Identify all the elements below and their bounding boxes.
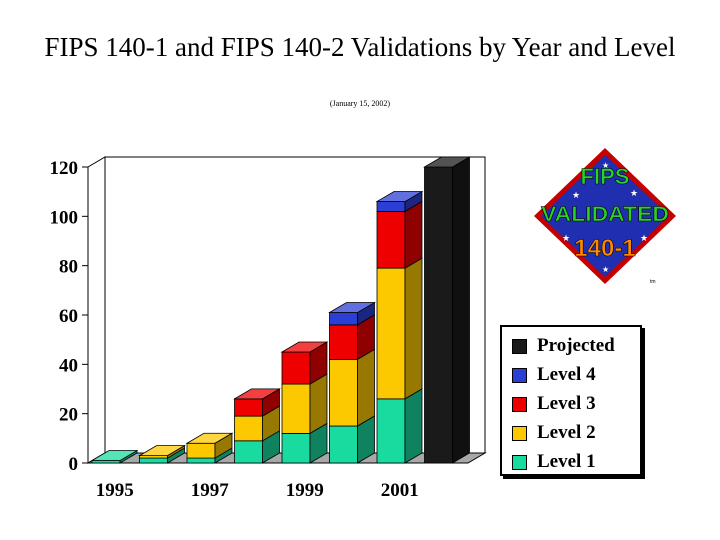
- bar-level-3-1998: [234, 398, 263, 417]
- bar-stack-2001: [375, 190, 424, 464]
- bar-side-level-3-2001: [404, 200, 423, 269]
- bar-top-1997: [185, 432, 234, 444]
- bar-side-projected-2002: [452, 156, 470, 464]
- bar-level-4-2001: [376, 201, 406, 212]
- svg-text:★: ★: [572, 191, 580, 201]
- x-tick-label: 1997: [191, 480, 230, 501]
- legend-label-level-2: Level 2: [537, 422, 596, 443]
- bar-stack-1999: [280, 341, 329, 464]
- legend-label-level-3: Level 3: [537, 393, 596, 414]
- badge-inner-diamond: [541, 155, 669, 277]
- y-tick-label: 100: [50, 207, 79, 228]
- bar-level-1-1998: [234, 440, 263, 464]
- bar-top-1998: [233, 388, 281, 400]
- bar-level-2-1999: [281, 383, 311, 434]
- bar-level-1-2001: [376, 398, 406, 464]
- bar-level-3-1999: [281, 351, 311, 385]
- legend-item-level-1: Level 1: [512, 449, 596, 475]
- y-tick-label: 20: [59, 405, 78, 426]
- bar-level-1-1997: [186, 457, 216, 464]
- legend-swatch-projected: [512, 338, 527, 354]
- svg-text:★: ★: [602, 161, 609, 170]
- y-tick-label: 60: [59, 306, 78, 327]
- svg-text:★: ★: [602, 265, 609, 274]
- bar-level-3-2001: [376, 210, 406, 269]
- chart-left-wall: [87, 156, 106, 464]
- x-tick-label: 1995: [96, 480, 134, 501]
- legend-label-projected: Projected: [537, 335, 615, 356]
- bar-stack-1995: [90, 449, 139, 464]
- badge-text-validated: VALIDATED: [541, 203, 669, 226]
- bar-stack-1996: [138, 444, 186, 464]
- chart-subtitle: (January 15, 2002): [329, 99, 391, 108]
- legend-label-level-4: Level 4: [537, 364, 596, 385]
- legend-swatch-level-4: [512, 367, 527, 383]
- y-tick-label: 80: [59, 257, 78, 278]
- bar-stack-2000: [328, 301, 376, 464]
- legend-item-level-4: Level 4: [512, 362, 596, 388]
- legend-label-level-1: Level 1: [537, 451, 596, 472]
- bar-stack-1998: [233, 388, 281, 464]
- bar-level-2-1998: [234, 415, 263, 442]
- svg-text:★: ★: [640, 234, 648, 244]
- legend-swatch-level-1: [512, 454, 527, 470]
- bar-level-4-2000: [329, 312, 358, 326]
- bar-stack-1997: [185, 432, 234, 464]
- bar-side-level-1-2001: [404, 388, 423, 464]
- x-tick-label: 1999: [286, 480, 324, 501]
- bar-level-2-2001: [376, 267, 406, 400]
- bar-top-2001: [375, 191, 424, 202]
- bar-stack-2002: [423, 156, 471, 464]
- y-tick-label: 120: [50, 158, 79, 179]
- bar-side-level-2-2000: [357, 348, 375, 427]
- legend-swatch-level-2: [512, 425, 527, 441]
- y-tick-label: 40: [59, 355, 78, 376]
- bar-projected-2002: [424, 166, 453, 464]
- bar-top-1999: [280, 341, 329, 353]
- bar-level-1-1999: [281, 432, 311, 464]
- svg-text:★: ★: [562, 234, 570, 244]
- legend-swatch-level-3: [512, 396, 527, 412]
- badge-text-140-1: 140-1: [574, 235, 635, 262]
- svg-text:★: ★: [630, 189, 638, 199]
- bar-level-3-2000: [329, 324, 358, 360]
- badge-trademark: tm: [650, 279, 656, 285]
- bar-top-2000: [328, 302, 376, 313]
- legend-item-level-2: Level 2: [512, 420, 596, 446]
- legend-item-projected: Projected: [512, 333, 615, 359]
- x-tick-label: 2001: [381, 480, 419, 501]
- bar-level-2-1997: [186, 442, 216, 459]
- bar-side-level-2-2001: [404, 257, 423, 400]
- bar-top-2002: [423, 156, 471, 168]
- y-tick-label: 0: [69, 454, 79, 475]
- bar-level-2-2000: [329, 358, 358, 427]
- chart-legend: Projected Level 4 Level 3 Level 2 Level …: [500, 325, 642, 476]
- bar-top-1996: [138, 445, 186, 457]
- badge-stars: ★ ★ ★ ★ ★ ★: [562, 161, 648, 274]
- bar-top-1995: [90, 450, 139, 461]
- bar-level-1-2000: [329, 425, 358, 464]
- badge-text-fips: FIPS: [581, 164, 630, 189]
- fips-validated-badge: ★ ★ ★ ★ ★ ★ FIPS VALIDATED 140-1 tm: [534, 148, 676, 285]
- legend-item-level-3: Level 3: [512, 391, 596, 417]
- chart-title: FIPS 140-1 and FIPS 140-2 Validations by…: [44, 32, 676, 62]
- bar-level-1-1996: [139, 457, 168, 464]
